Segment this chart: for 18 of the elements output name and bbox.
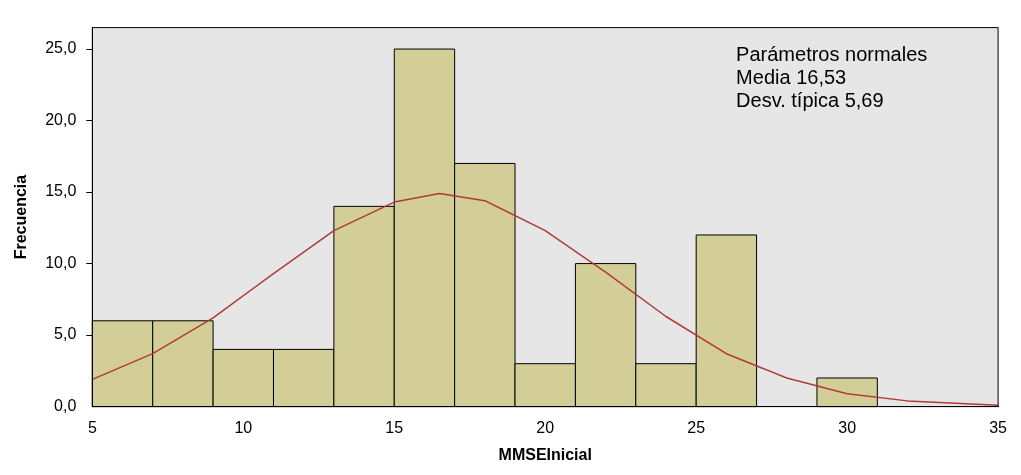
- x-tick-label: 15: [385, 418, 404, 436]
- y-tick-label: 10,0: [45, 253, 77, 271]
- y-tick-label: 20,0: [45, 110, 77, 128]
- annotation: Desv. típica 5,69: [736, 89, 884, 112]
- x-tick-label: 30: [838, 418, 857, 436]
- annotation: Parámetros normales: [736, 43, 928, 66]
- x-tick-label: 10: [234, 418, 253, 436]
- y-tick-label: 0,0: [54, 397, 77, 415]
- x-tick-label: 35: [989, 418, 1008, 436]
- annotation: Media 16,53: [736, 66, 847, 89]
- y-tick-label: 25,0: [45, 39, 77, 57]
- y-tick-label: 15,0: [45, 182, 77, 200]
- x-axis-title: MMSEInicial: [498, 445, 592, 463]
- y-axis-title: Frecuencia: [12, 174, 30, 260]
- x-tick-label: 5: [87, 418, 97, 436]
- y-tick-label: 5,0: [54, 325, 77, 343]
- x-tick-label: 20: [536, 418, 555, 436]
- x-tick-label: 25: [687, 418, 706, 436]
